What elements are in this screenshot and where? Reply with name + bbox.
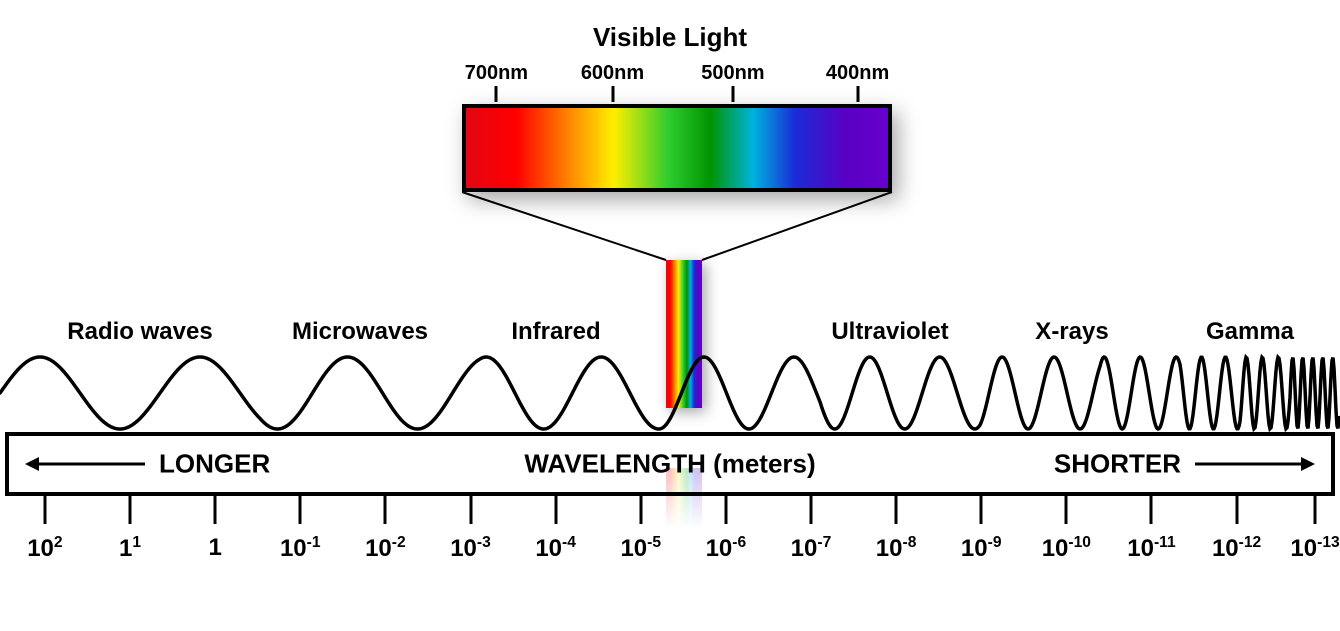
wavelength-tick-label: 10-3: [450, 534, 491, 563]
wavelength-tick-label: 10-10: [1042, 534, 1091, 563]
wave-region-label: Infrared: [511, 318, 600, 346]
wavelength-tick-label: 10-13: [1290, 534, 1339, 563]
visible-ticks: [462, 86, 892, 104]
shorter-label: SHORTER: [1054, 449, 1181, 480]
wavelength-ticks: [5, 496, 1335, 536]
wavelength-tick-label: 11: [119, 534, 141, 563]
wavelength-tick: [469, 496, 472, 524]
wavelength-tick: [1150, 496, 1153, 524]
wave-region-label: Ultraviolet: [831, 318, 948, 346]
wavelength-tick: [1235, 496, 1238, 524]
wavelength-tick-label: 10-2: [365, 534, 406, 563]
wavelength-tick: [724, 496, 727, 524]
em-wave: [0, 348, 1340, 438]
longer-label: LONGER: [159, 449, 270, 480]
wavelength-tick: [980, 496, 983, 524]
wavelength-tick-label: 10-12: [1212, 534, 1261, 563]
wavelength-tick-label: 10-5: [620, 534, 661, 563]
visible-tick: [611, 86, 614, 102]
wavelength-tick-label: 10-11: [1127, 534, 1175, 563]
shorter-arrow-icon: [1195, 451, 1315, 477]
em-spectrum-diagram: Visible Light 700nm 600nm 500nm 400nm Radio…: [0, 0, 1340, 631]
wave-region-labels: Radio waves Microwaves Infrared Ultraviolet…: [0, 318, 1340, 348]
wavelength-tick-label: 10-9: [961, 534, 1002, 563]
wave-region-label: Gamma: [1206, 318, 1294, 346]
visible-tick: [856, 86, 859, 102]
wavelength-tick-label: 102: [27, 534, 62, 563]
wavelength-tick: [1065, 496, 1068, 524]
wavelength-tick: [43, 496, 46, 524]
visible-tick-label: 400nm: [826, 62, 889, 85]
wavelength-tick: [1314, 496, 1317, 524]
visible-tick: [495, 86, 498, 102]
wavelength-tick: [554, 496, 557, 524]
visible-tick-label: 600nm: [581, 62, 644, 85]
visible-spectrum-box: [462, 104, 892, 192]
wavelength-tick: [384, 496, 387, 524]
wave-region-label: X-rays: [1035, 318, 1108, 346]
wavelength-tick: [129, 496, 132, 524]
visible-tick-labels: 700nm 600nm 500nm 400nm: [462, 62, 892, 86]
wavelength-tick-label: 10-7: [791, 534, 832, 563]
wave-region-label: Radio waves: [67, 318, 212, 346]
wavelength-tick: [809, 496, 812, 524]
wave-region-label: Microwaves: [292, 318, 428, 346]
wavelength-scale-box: LONGER WAVELENGTH (meters) SHORTER: [5, 432, 1335, 496]
visible-tick-label: 700nm: [465, 62, 528, 85]
wavelength-tick-labels: 10211110-110-210-310-410-510-610-710-810…: [5, 534, 1335, 564]
visible-spectrum-gradient: [466, 108, 888, 188]
wavelength-tick-label: 1: [208, 534, 221, 562]
wavelength-tick-label: 10-4: [535, 534, 576, 563]
callout-lines: [462, 192, 892, 260]
wavelength-tick: [895, 496, 898, 524]
wavelength-tick-label: 10-1: [280, 534, 321, 563]
visible-light-title: Visible Light: [0, 22, 1340, 53]
wavelength-tick-label: 10-8: [876, 534, 917, 563]
wavelength-tick: [639, 496, 642, 524]
longer-arrow-icon: [25, 451, 145, 477]
visible-tick-label: 500nm: [701, 62, 764, 85]
wavelength-label: WAVELENGTH (meters): [524, 449, 815, 480]
wavelength-tick: [299, 496, 302, 524]
wavelength-tick: [214, 496, 217, 524]
wavelength-tick-label: 10-6: [706, 534, 747, 563]
visible-tick: [731, 86, 734, 102]
